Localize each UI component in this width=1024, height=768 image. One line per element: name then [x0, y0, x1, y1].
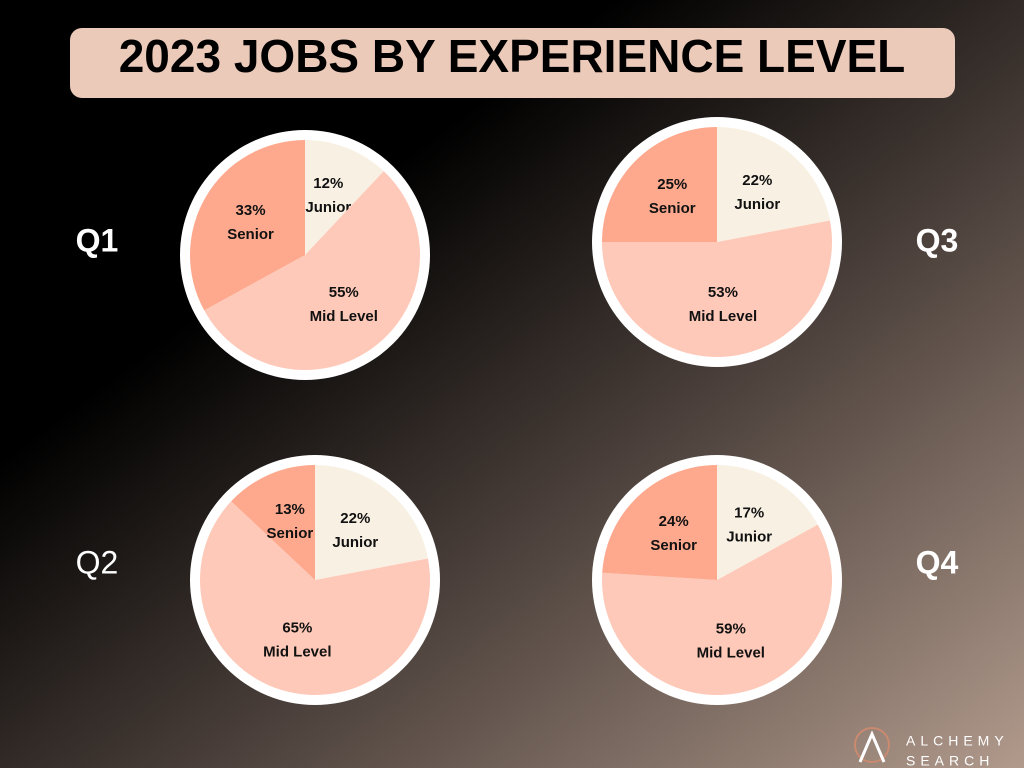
value-label: 13% — [275, 501, 305, 518]
pie-slice — [231, 465, 315, 580]
value-label: 22% — [340, 510, 370, 527]
value-label: 55% — [329, 284, 359, 301]
value-label: 65% — [282, 620, 312, 637]
pie-slice — [204, 171, 420, 371]
category-label: Junior — [734, 196, 780, 213]
logo-text: SEARCH — [906, 753, 994, 768]
chart-title: Q3 — [916, 222, 959, 258]
category-label: Mid Level — [310, 308, 378, 325]
pie-slice — [601, 524, 833, 696]
pie-slice — [602, 465, 717, 580]
chart-title: Q1 — [76, 222, 119, 258]
pie-slice — [601, 220, 832, 358]
value-label: 17% — [734, 505, 764, 522]
value-label: 25% — [657, 176, 687, 193]
value-label: 59% — [716, 621, 746, 638]
pie-slice — [305, 140, 384, 255]
pie-slice — [602, 127, 717, 242]
category-label: Mid Level — [697, 645, 765, 662]
chart-title: Q2 — [76, 544, 119, 580]
pie-slice — [717, 465, 818, 580]
category-label: Senior — [649, 200, 696, 217]
pie-slice — [190, 140, 305, 311]
value-label: 33% — [236, 202, 266, 219]
value-label: 24% — [659, 513, 689, 530]
category-label: Senior — [227, 226, 274, 243]
pie-slice — [200, 501, 430, 695]
value-label: 12% — [313, 175, 343, 192]
chart-title: Q4 — [916, 544, 959, 580]
value-label: 53% — [708, 284, 738, 301]
title-box — [70, 28, 955, 98]
category-label: Junior — [305, 199, 351, 216]
title: 2023 JOBS BY EXPERIENCE LEVEL — [119, 30, 906, 82]
pie-slice — [315, 465, 428, 580]
value-label: 22% — [742, 172, 772, 189]
logo-mark — [858, 730, 886, 763]
logo-icon — [854, 727, 890, 763]
category-label: Junior — [726, 529, 772, 546]
category-label: Mid Level — [689, 308, 757, 325]
category-label: Senior — [267, 525, 314, 542]
category-label: Mid Level — [263, 644, 331, 661]
pie-slice — [717, 127, 830, 242]
category-label: Senior — [650, 537, 697, 554]
category-label: Junior — [332, 534, 378, 551]
logo: ALCHEMY SEARCH — [854, 727, 1009, 768]
logo-text: ALCHEMY — [906, 733, 1009, 749]
